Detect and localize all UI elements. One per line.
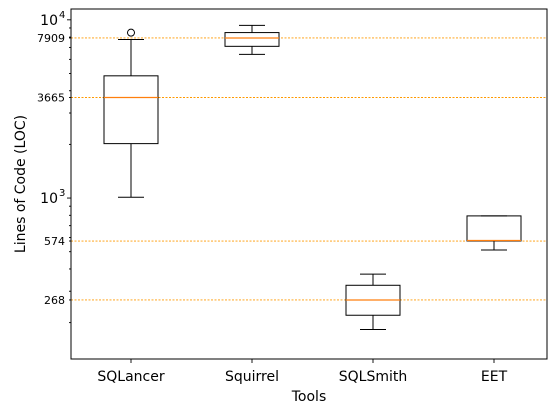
box-sqlsmith xyxy=(345,273,401,330)
box-series xyxy=(103,24,522,330)
x-tick-label-sqlancer: SQLancer xyxy=(97,369,164,385)
box-iqr xyxy=(224,32,280,47)
x-axis-ticks: SQLancer Squirrel SQLSmith EET xyxy=(97,359,508,385)
y-tick-label-7909: 7909 xyxy=(37,32,65,45)
plot-area-frame xyxy=(70,8,548,360)
reference-lines xyxy=(71,37,547,301)
y-tick-label-10000: 10 xyxy=(40,13,58,29)
y-axis-label: Lines of Code (LOC) xyxy=(13,115,29,253)
y-tick-exponent-1000: 3 xyxy=(59,188,65,199)
x-tick-label-eet: EET xyxy=(481,369,508,385)
y-tick-label-268: 268 xyxy=(44,294,65,307)
y-tick-label-1000: 10 xyxy=(40,191,58,207)
x-axis-label: Tools xyxy=(291,389,327,404)
box-eet xyxy=(466,215,522,251)
box-sqlancer xyxy=(103,28,159,198)
x-tick-label-sqlsmith: SQLSmith xyxy=(339,369,407,385)
y-tick-label-574: 574 xyxy=(44,235,65,248)
x-tick-label-squirrel: Squirrel xyxy=(225,369,279,385)
outlier-point xyxy=(127,28,135,37)
y-tick-exponent-10000: 4 xyxy=(59,10,65,21)
box-squirrel xyxy=(224,24,280,55)
box-iqr xyxy=(466,215,522,242)
box-iqr xyxy=(103,75,159,145)
y-tick-label-3665: 3665 xyxy=(37,92,65,105)
